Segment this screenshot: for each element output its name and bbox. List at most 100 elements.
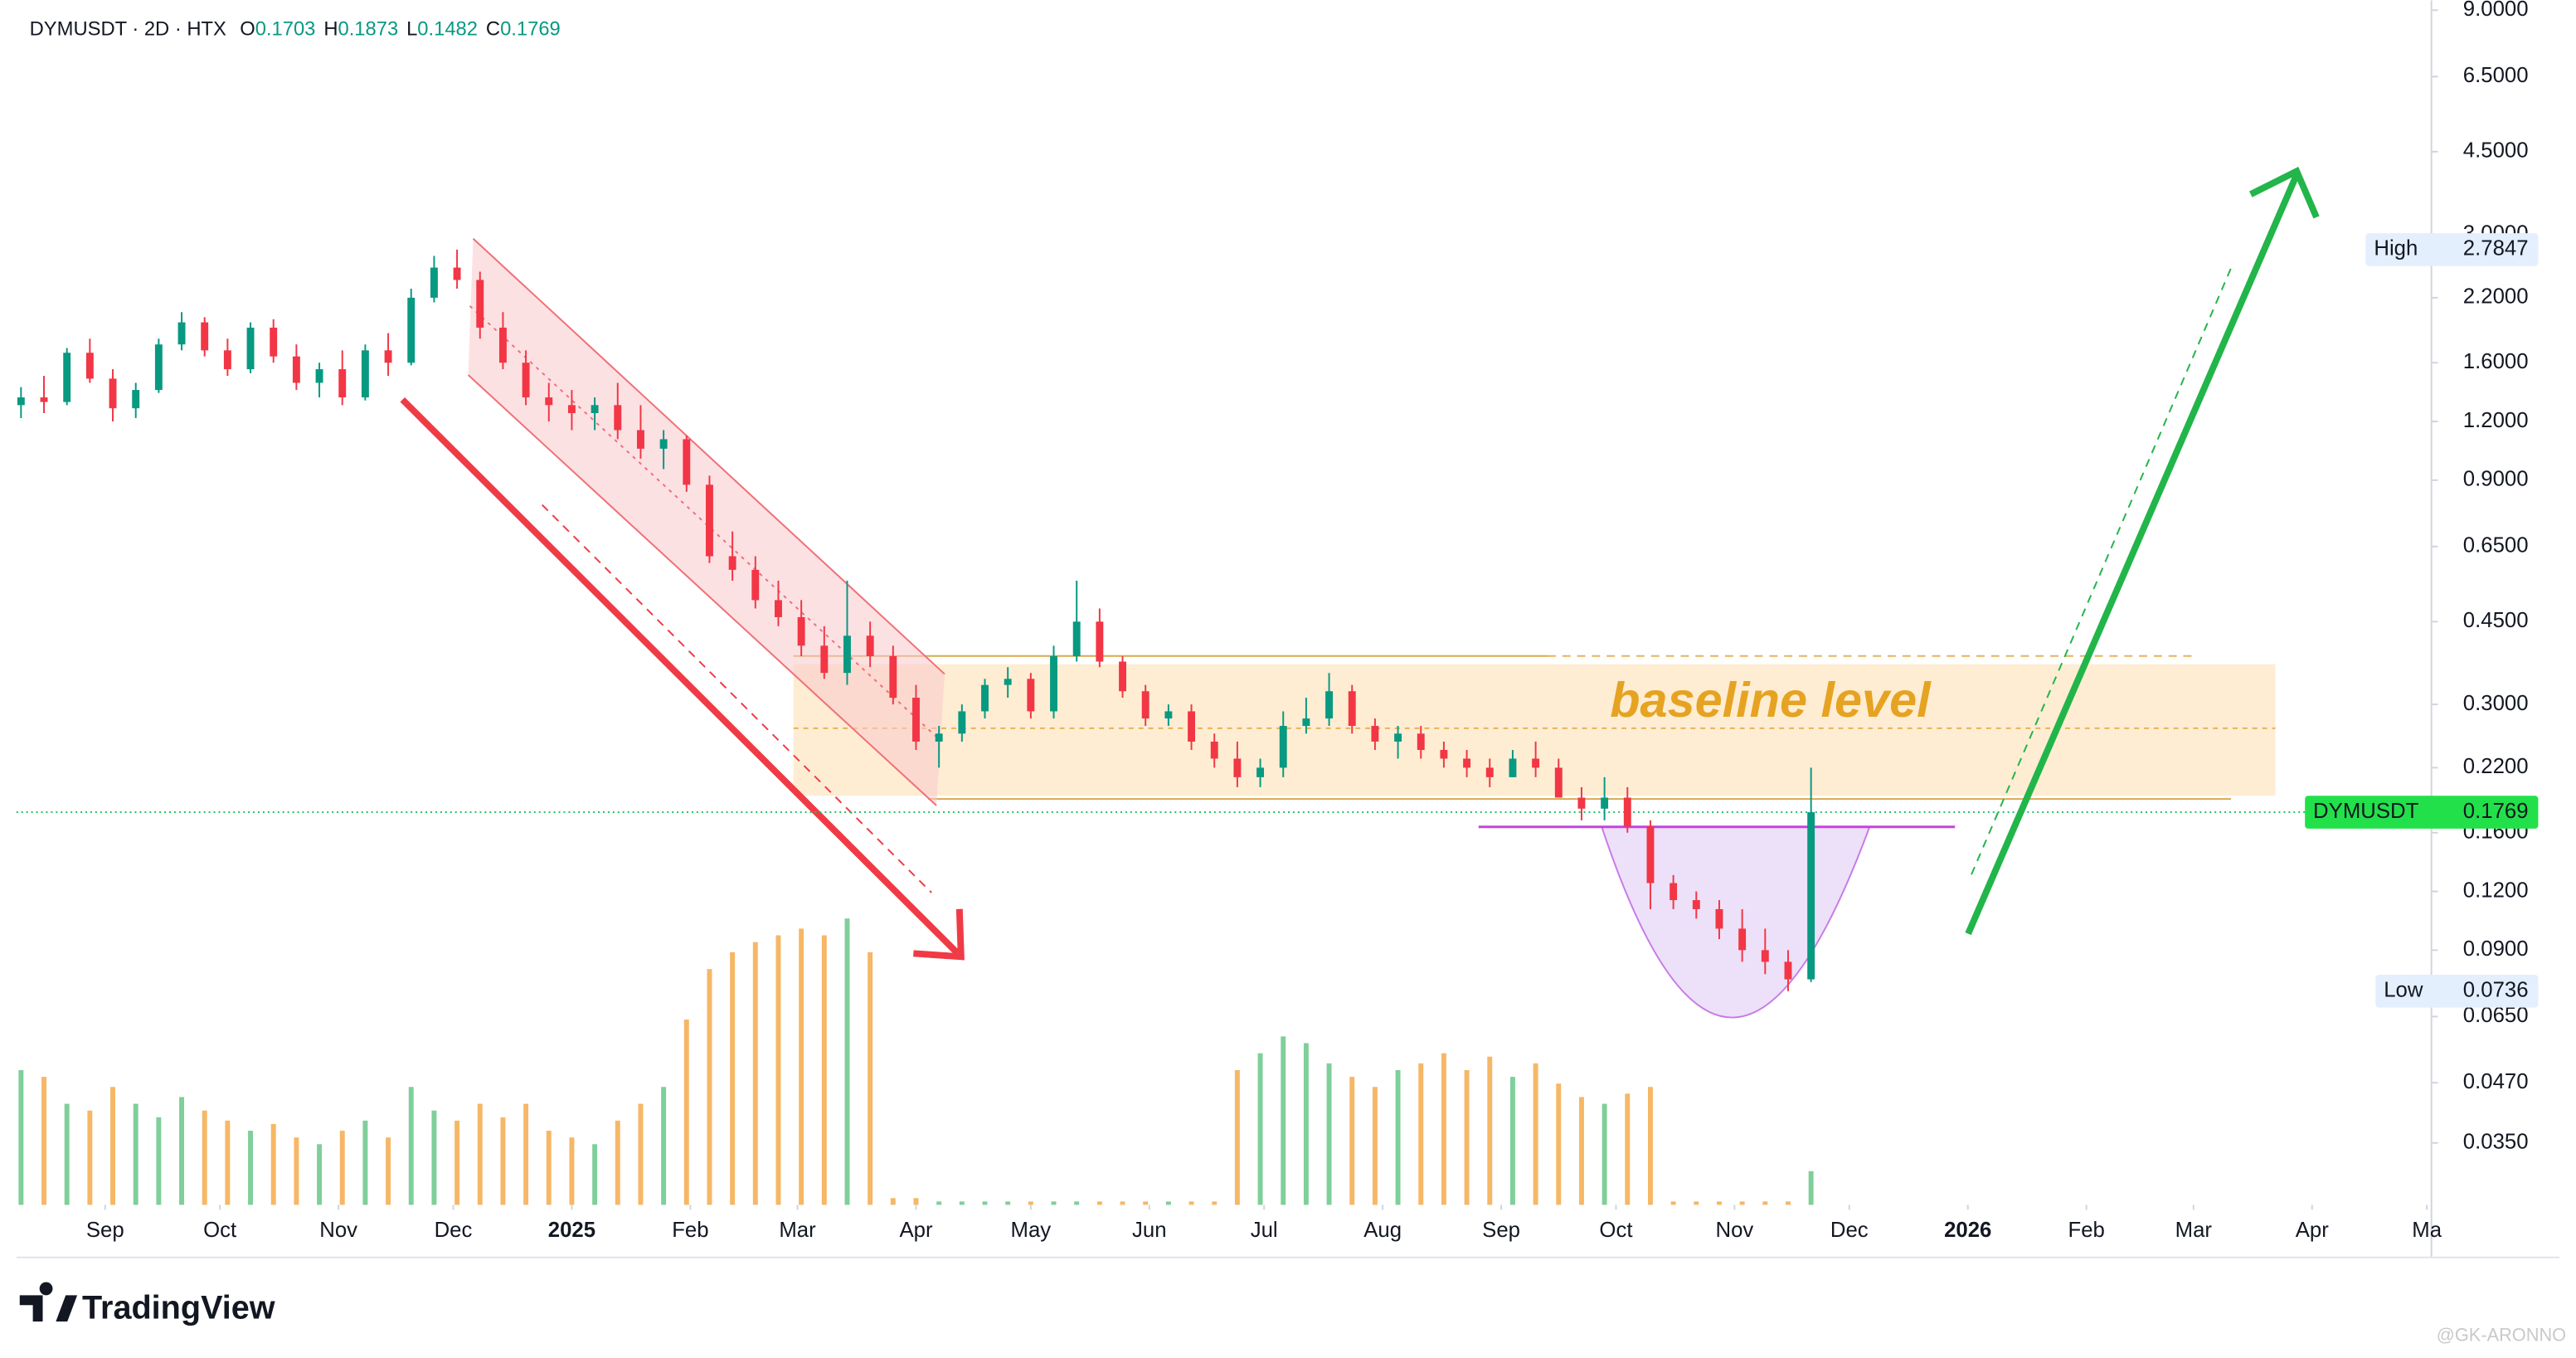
y-tick-label: 0.0470	[2463, 1070, 2529, 1093]
volume-bar	[868, 952, 873, 1205]
cup-pattern	[1600, 825, 1871, 1019]
ohlc-key: L	[406, 17, 417, 40]
logo-text: TradingView	[82, 1290, 275, 1326]
volume-bar	[890, 1198, 896, 1205]
candle-body	[201, 322, 209, 351]
candle-body	[1417, 733, 1425, 751]
y-tick-label: 6.5000	[2463, 64, 2529, 87]
candle-body	[338, 369, 347, 398]
volume-bar	[454, 1120, 460, 1205]
volume-bar	[1074, 1201, 1080, 1205]
volume-bar	[1694, 1201, 1699, 1205]
volume-bar	[1670, 1201, 1676, 1205]
y-tick-label: 0.2200	[2463, 755, 2529, 778]
volume-bar	[1143, 1201, 1149, 1205]
logo: TradingView	[19, 1282, 275, 1326]
candle-body	[361, 350, 369, 398]
volume-bar	[1625, 1093, 1631, 1205]
symbol-line: DYMUSDT · 2D · HTX	[30, 17, 226, 40]
volume-bar	[982, 1201, 988, 1205]
x-tick-label: 2026	[1944, 1219, 1991, 1242]
volume-bar	[386, 1137, 391, 1205]
volume-bar	[64, 1103, 70, 1205]
x-tick-label: Nov	[319, 1219, 357, 1242]
x-tick-label: Mar	[2175, 1219, 2213, 1242]
candle-body	[430, 267, 438, 298]
volume-bar	[523, 1103, 529, 1205]
candle-body	[1004, 679, 1012, 685]
x-tick-label: 2025	[548, 1219, 595, 1242]
x-tick-label: Mar	[779, 1219, 816, 1242]
y-tick-label: 0.1200	[2463, 879, 2529, 902]
logo-icon	[19, 1282, 78, 1322]
candle-body	[246, 327, 255, 370]
volume-bar	[821, 935, 827, 1205]
channel-top	[472, 237, 945, 675]
volume-bar	[959, 1201, 965, 1205]
candle-body	[17, 397, 25, 406]
volume-bar	[225, 1120, 231, 1205]
x-tick-label: Aug	[1363, 1219, 1402, 1242]
axes: 9.00006.50004.50003.00002.20001.60001.20…	[86, 0, 2539, 1242]
volume-bar	[1786, 1201, 1791, 1205]
candle-body	[1670, 883, 1678, 901]
volume-bar	[730, 952, 736, 1205]
candle-body	[154, 344, 163, 391]
up-arrow	[1965, 173, 2300, 936]
volume-bar	[1487, 1056, 1493, 1205]
volume-bar	[294, 1137, 299, 1205]
annotation: baseline level	[1610, 672, 1932, 728]
y-tick-label: 2.2000	[2463, 285, 2529, 309]
candle-body	[1509, 758, 1517, 777]
up-dashed	[1971, 267, 2232, 875]
x-tick-label: Oct	[203, 1219, 236, 1242]
candle-body	[1325, 691, 1334, 719]
last-value: 0.1769	[2463, 800, 2529, 823]
volume-bar	[500, 1117, 506, 1205]
volume-bar	[1556, 1083, 1562, 1205]
high-value: 2.7847	[2463, 237, 2529, 260]
up-arrow-head	[2249, 166, 2320, 219]
volume-bar	[1509, 1077, 1515, 1205]
volume-bar	[844, 918, 850, 1205]
volume-bar	[270, 1123, 276, 1205]
volume-bar	[1372, 1087, 1378, 1205]
candle-body	[614, 405, 622, 431]
x-tick-label: Dec	[435, 1219, 473, 1242]
candle-body	[935, 733, 943, 742]
volume-bar	[661, 1087, 667, 1205]
volume-bar	[202, 1110, 207, 1205]
volume-bar	[1601, 1103, 1607, 1205]
volume-bar	[1716, 1201, 1722, 1205]
candle-body	[1256, 767, 1265, 777]
volume-bar	[1441, 1053, 1446, 1205]
volume-bar	[615, 1120, 620, 1205]
candle-body	[1485, 767, 1494, 777]
candle-body	[706, 484, 713, 557]
volume-bar	[1762, 1201, 1768, 1205]
candle-body	[1738, 928, 1747, 951]
candle-body	[453, 267, 461, 280]
volume-bar	[707, 969, 712, 1205]
down-arrow-head	[913, 908, 965, 961]
candle-body	[545, 397, 553, 406]
y-tick-label: 0.0900	[2463, 937, 2529, 961]
ohlc-key: H	[323, 17, 338, 40]
candle-body	[567, 405, 576, 413]
candle-body	[109, 378, 117, 409]
volume-bar	[799, 928, 804, 1205]
candle-body	[843, 635, 851, 674]
volume-bar	[317, 1144, 323, 1205]
candle-body	[1554, 767, 1563, 798]
candle-body	[1072, 621, 1081, 656]
candles	[17, 249, 1815, 991]
x-tick-label: Jun	[1132, 1219, 1167, 1242]
volume-bar	[1808, 1171, 1814, 1205]
volume-bar	[569, 1137, 575, 1205]
candle-body	[797, 616, 805, 646]
candle-body	[683, 439, 691, 485]
legend-header: DYMUSDT · 2D · HTX O 0.1703 H 0.1873 L 0.1482…	[30, 17, 561, 40]
candle-body	[1371, 726, 1379, 742]
x-tick-label: Feb	[672, 1219, 708, 1242]
candle-body	[132, 390, 140, 409]
